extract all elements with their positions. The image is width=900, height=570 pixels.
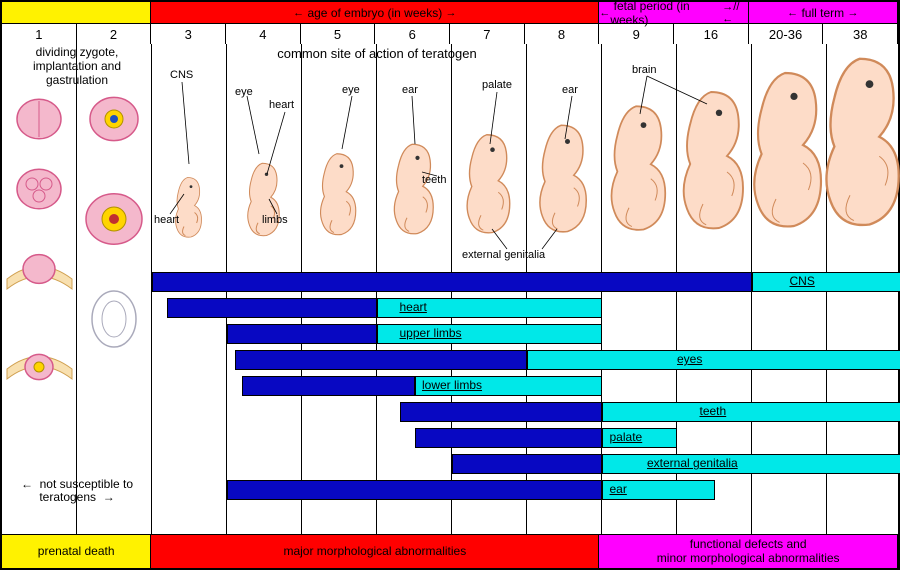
bar-critical <box>400 402 603 422</box>
bar-label: teeth <box>700 404 727 418</box>
footer-cell: functional defects andminor morphologica… <box>599 535 898 568</box>
bar-label: palate <box>610 430 643 444</box>
embryo-illustration <box>811 49 900 244</box>
bar-label: upper limbs <box>400 326 462 340</box>
week-number: 6 <box>375 24 450 44</box>
not-susceptible-label: ← not susceptible to teratogens → <box>7 478 147 504</box>
period-header-cell: ← fetal period (in weeks) →//← <box>599 2 748 23</box>
embryo-illustration <box>170 174 209 244</box>
bar-sensitive <box>752 272 900 292</box>
week-number: 16 <box>674 24 749 44</box>
week-number: 20-36 <box>749 24 824 44</box>
week-number: 3 <box>151 24 226 44</box>
week-number: 2 <box>77 24 152 44</box>
week-number: 8 <box>525 24 600 44</box>
embryo-illustration <box>458 129 521 244</box>
footer-cell: prenatal death <box>2 535 151 568</box>
bar-critical <box>415 428 603 448</box>
embryo-annotation: teeth <box>422 174 446 186</box>
embryo-annotation: heart <box>154 214 179 226</box>
bar-sensitive <box>527 350 900 370</box>
embryo-illustration <box>600 99 680 244</box>
embryo-annotation: limbs <box>262 214 288 226</box>
bar-critical <box>152 272 752 292</box>
embryo-annotation: heart <box>269 99 294 111</box>
embryo-illustration <box>313 149 365 244</box>
embryo-annotation: brain <box>632 64 656 76</box>
embryo-illustration <box>530 119 599 244</box>
teratogen-timeline: ← age of embryo (in weeks) →← fetal peri… <box>0 0 900 570</box>
embryo-annotation: palate <box>482 79 512 91</box>
bar-label: external genitalia <box>647 456 738 470</box>
body-area: dividing zygote, implantation and gastru… <box>2 44 898 568</box>
week-number: 1 <box>2 24 77 44</box>
embryo-annotation: ear <box>562 84 578 96</box>
embryo-illustration <box>241 159 288 244</box>
period-header-row: ← age of embryo (in weeks) →← fetal peri… <box>2 2 898 24</box>
bar-critical <box>167 298 377 318</box>
embryo-annotation: CNS <box>170 69 193 81</box>
bar-label: heart <box>400 300 427 314</box>
embryo-annotation: ear <box>402 84 418 96</box>
week-number: 38 <box>823 24 898 44</box>
bar-label: lower limbs <box>422 378 482 392</box>
bar-label: ear <box>610 482 627 496</box>
teratogen-caption: common site of action of teratogen <box>152 46 602 61</box>
period-header-cell: ← full term → <box>749 2 898 23</box>
bar-sensitive <box>602 402 900 422</box>
period-header-cell <box>2 2 151 23</box>
week-number-row: 1234567891620-3638 <box>2 24 898 44</box>
bar-critical <box>227 324 377 344</box>
bar-label: eyes <box>677 352 702 366</box>
week-number: 5 <box>301 24 376 44</box>
week-number: 4 <box>226 24 301 44</box>
period-header-cell: ← age of embryo (in weeks) → <box>151 2 599 23</box>
embryo-annotation: eye <box>235 86 253 98</box>
bar-critical <box>235 350 528 370</box>
week-number: 9 <box>599 24 674 44</box>
early-phase-label: dividing zygote, implantation and gastru… <box>2 44 152 89</box>
bar-label: CNS <box>790 274 815 288</box>
bar-critical <box>227 480 602 500</box>
footer-row: prenatal deathmajor morphological abnorm… <box>2 534 898 568</box>
embryo-annotation: eye <box>342 84 360 96</box>
embryo-annotation: external genitalia <box>462 249 545 261</box>
bar-critical <box>242 376 415 396</box>
embryo-illustration <box>386 139 444 244</box>
bar-critical <box>452 454 602 474</box>
footer-cell: major morphological abnormalities <box>151 535 599 568</box>
week-number: 7 <box>450 24 525 44</box>
zygote-illustrations <box>2 89 152 489</box>
